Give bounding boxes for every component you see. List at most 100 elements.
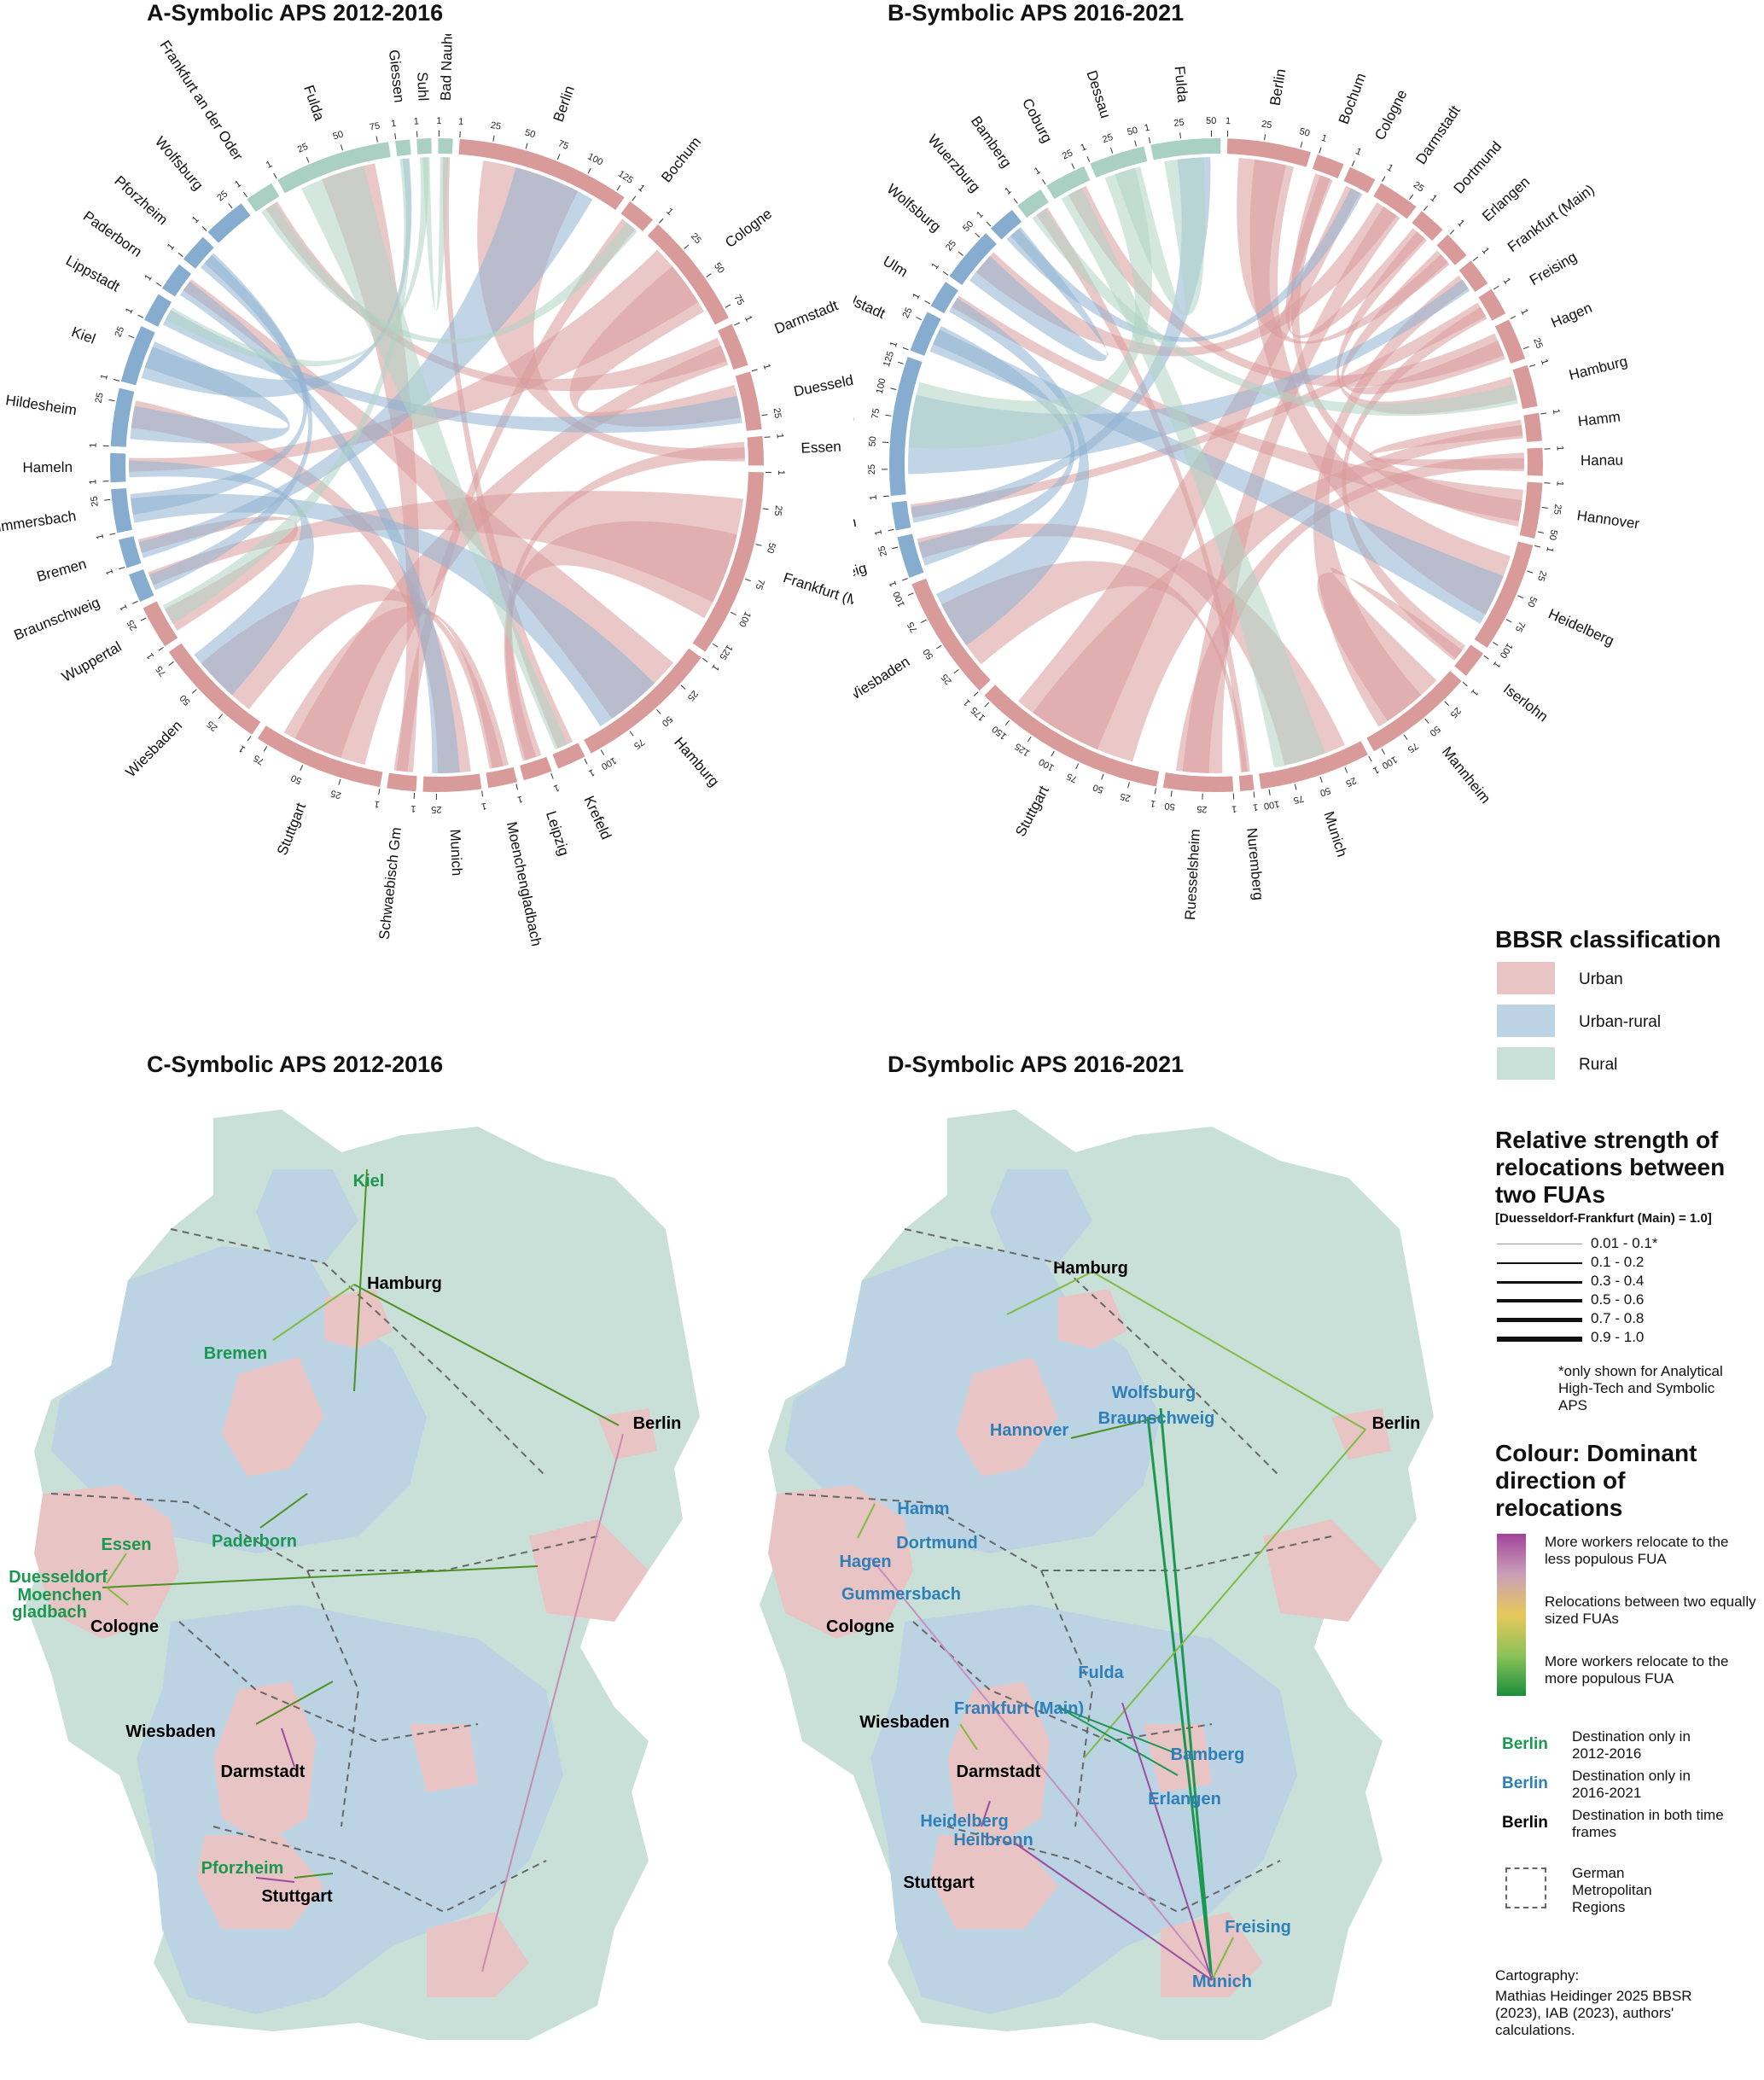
chord-tick bbox=[1403, 734, 1408, 740]
chord-tick bbox=[731, 611, 736, 615]
region-urban-hamburg bbox=[1058, 1289, 1127, 1349]
chord-tick bbox=[935, 644, 942, 650]
chord-tick-label: 1 bbox=[145, 651, 156, 661]
chord-tick-label: 25 bbox=[940, 672, 954, 686]
chord-sector-label: Cologne bbox=[722, 206, 775, 251]
chord-tick-label: 1 bbox=[962, 697, 973, 708]
chord-link bbox=[975, 202, 1397, 357]
region-urban-rural-kiel bbox=[990, 1169, 1092, 1263]
map-d-city: Wolfsburg bbox=[1112, 1384, 1196, 1402]
chord-tick-label: 1 bbox=[888, 341, 899, 349]
chord-link bbox=[148, 491, 743, 603]
chord-tick bbox=[658, 218, 664, 224]
flow-berlin-southwest bbox=[1083, 1429, 1366, 1759]
region-urban-hannover bbox=[222, 1357, 324, 1477]
legend-strength-sub: [Duesseldorf-Frankfurt (Main) = 1.0] bbox=[1495, 1211, 1712, 1226]
chord-sector: 1 25 Ingolstadt bbox=[853, 282, 941, 356]
chord-tick bbox=[890, 387, 897, 391]
chord-sector-label: Paderborn bbox=[80, 208, 145, 260]
chord-tick-label: 50 bbox=[178, 692, 193, 707]
chord-tick bbox=[656, 708, 661, 714]
flow-munich-braunschweig bbox=[1146, 1416, 1214, 1981]
map-d: Hamburg Berlin Wolfsburg Hannover Brauns… bbox=[760, 1110, 1434, 2040]
chord-sector: 1 Hameln bbox=[22, 452, 126, 485]
chord-sector-label: Hameln bbox=[22, 459, 73, 475]
chord-tick bbox=[1483, 655, 1489, 660]
chord-tick-label: 75 bbox=[731, 293, 745, 307]
chord-sector-arc bbox=[1478, 288, 1506, 321]
chord-link bbox=[301, 166, 568, 750]
credit-text: Mathias Heidinger 2025 BBSR (2023), IAB … bbox=[1495, 1988, 1692, 2038]
chord-tick bbox=[201, 226, 207, 231]
chord-tick bbox=[1253, 791, 1255, 798]
chord-sector-label: Braunschweig bbox=[12, 594, 102, 644]
chord-sector-arc bbox=[119, 536, 142, 568]
chord-sector: 1 Giessen bbox=[386, 49, 411, 156]
chord-tick-label: 1 bbox=[88, 479, 98, 485]
panel-d-title: D-Symbolic APS 2016-2021 bbox=[888, 1052, 1185, 1077]
chord-tick bbox=[550, 772, 554, 779]
map-d-city: Gummersbach bbox=[841, 1585, 961, 1604]
chord-tick bbox=[600, 749, 605, 755]
chord-tick-label: 75 bbox=[252, 753, 266, 767]
chord-tick-label: 1 bbox=[391, 119, 398, 130]
flow-gummersbach-munich bbox=[870, 1557, 1213, 1977]
chord-sector-label: Kiel bbox=[69, 323, 97, 347]
chord-sector: 1 25 50 Hannover bbox=[1519, 481, 1641, 541]
chord-tick bbox=[1409, 194, 1414, 201]
map-d-city: Bamberg bbox=[1171, 1745, 1245, 1764]
chord-sector-label: Stuttgart bbox=[274, 801, 309, 858]
chord-tick-label: 1 bbox=[166, 242, 177, 252]
chord-tick bbox=[1110, 147, 1114, 154]
chord-tick bbox=[901, 578, 908, 581]
chord-tick-label: 25 bbox=[1531, 336, 1545, 350]
chord-tick bbox=[113, 379, 120, 382]
chord-tick-label: 1 bbox=[1480, 246, 1491, 256]
chord-tick-label: 1 bbox=[761, 363, 772, 370]
chord-tick-label: 25 bbox=[215, 189, 230, 203]
chord-tick-label: 1 bbox=[664, 207, 675, 218]
chord-tick bbox=[1075, 763, 1080, 770]
map-c-city: Essen bbox=[102, 1535, 152, 1554]
legend: BBSR classification Urban Urban-rural Ru… bbox=[1495, 926, 1756, 2070]
chord-link bbox=[569, 265, 742, 427]
chord-sector-label: Frankfurt (Main) bbox=[781, 569, 853, 617]
chord-sector-arc bbox=[1523, 412, 1542, 442]
chord-link bbox=[422, 157, 449, 312]
chord-sector-arc bbox=[1412, 211, 1443, 242]
map-c-city: Berlin bbox=[633, 1414, 682, 1433]
flow-munich-stuttgart bbox=[1015, 1843, 1213, 1981]
chord-tick-label: 100 bbox=[892, 590, 907, 609]
chord-tick-label: 25 bbox=[1344, 775, 1358, 789]
chord-tick bbox=[986, 221, 992, 227]
chord-tick-label: 1 bbox=[868, 494, 879, 500]
chord-sector-arc bbox=[207, 203, 251, 243]
chord-sector-label: Cologne bbox=[1371, 87, 1410, 143]
chord-tick-label: 25 bbox=[90, 496, 101, 507]
chord-sector: 1 Hamm bbox=[1523, 408, 1621, 442]
chord-link bbox=[260, 202, 637, 344]
chord-tick bbox=[587, 167, 591, 174]
flow-munich-wolfsburg bbox=[1159, 1407, 1214, 1981]
chord-tick-label: 50 bbox=[289, 772, 303, 786]
chord-tick-label: 25 bbox=[944, 238, 958, 253]
chord-sector-arc bbox=[1458, 260, 1488, 292]
chord-tick-label: 150 bbox=[990, 724, 1009, 742]
chord-tick-label: 25 bbox=[771, 407, 783, 419]
map-d-city: Fulda bbox=[1078, 1663, 1124, 1682]
map-c: Kiel Hamburg Bremen Berlin Paderborn Ess… bbox=[9, 1110, 700, 2040]
chord-tick bbox=[1086, 156, 1091, 162]
chord-link bbox=[138, 167, 593, 558]
chord-sector-label: Bad Nauheim bbox=[438, 34, 457, 101]
chord-sector: 1 Bad Nauheim bbox=[436, 34, 456, 154]
chord-tick-label: 1 bbox=[1354, 146, 1363, 157]
chord-tick bbox=[1101, 773, 1104, 780]
chord-tick bbox=[1300, 142, 1303, 149]
chord-tick bbox=[1179, 132, 1181, 139]
strength-line-2 bbox=[1497, 1262, 1582, 1264]
chord-tick-label: 100 bbox=[1263, 798, 1280, 811]
chord-sector-label: Ulm bbox=[880, 253, 911, 280]
chord-tick bbox=[755, 544, 762, 546]
metro-region-text: German Metropolitan Regions bbox=[1572, 1865, 1652, 1915]
chord-sector-arc bbox=[889, 357, 923, 496]
